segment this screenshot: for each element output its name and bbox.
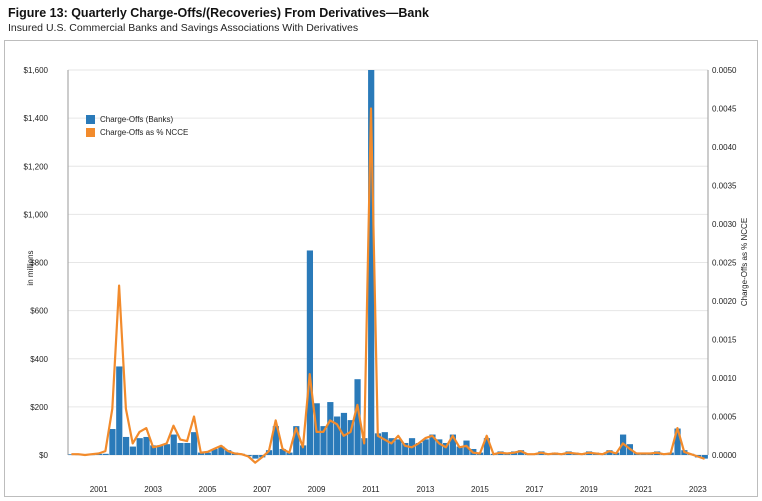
- bar: [415, 442, 422, 455]
- y-tick-label: $1,400: [24, 114, 49, 123]
- y2-tick-label: 0.0020: [712, 297, 737, 306]
- legend-label-bars: Charge-Offs (Banks): [100, 115, 174, 124]
- x-tick-label: 2007: [253, 485, 271, 494]
- bar: [129, 446, 136, 455]
- y2-tick-label: 0.0040: [712, 143, 737, 152]
- bar: [191, 432, 198, 455]
- ncce-line: [71, 107, 705, 464]
- bar: [463, 440, 470, 455]
- bar: [436, 439, 443, 455]
- y2-tick-label: 0.0045: [712, 105, 737, 114]
- y-tick-label: $800: [30, 259, 48, 268]
- bar: [293, 426, 300, 455]
- bar: [354, 379, 361, 455]
- bar: [422, 439, 429, 455]
- y-tick-label: $1,200: [24, 162, 49, 171]
- y-tick-label: $600: [30, 307, 48, 316]
- x-tick-label: 2009: [308, 485, 326, 494]
- bar: [136, 438, 143, 455]
- bar: [184, 442, 191, 455]
- figure-subtitle: Insured U.S. Commercial Banks and Saving…: [8, 22, 359, 34]
- bar: [197, 452, 205, 455]
- x-tick-label: 2013: [417, 485, 435, 494]
- bar: [177, 442, 184, 455]
- x-tick-label: 2003: [144, 485, 162, 494]
- legend-swatch-line: [86, 128, 95, 137]
- bar: [109, 429, 116, 455]
- bar: [388, 438, 395, 455]
- bar: [374, 433, 382, 455]
- bar: [429, 434, 436, 455]
- bar: [170, 434, 177, 455]
- chart-frame: [4, 40, 758, 497]
- y-tick-label: $0: [39, 451, 48, 460]
- legend-swatch-bars: [86, 115, 95, 124]
- bar: [381, 432, 388, 455]
- y-tick-label: $200: [30, 403, 48, 412]
- y-tick-label: $1,600: [24, 66, 49, 75]
- bar: [299, 445, 307, 455]
- bar: [402, 442, 409, 455]
- x-tick-label: 2023: [689, 485, 707, 494]
- axes: $0 $200 $400 $600 $800 $1,000 $1,200 $1,400 $1,6…: [24, 66, 737, 494]
- y2-tick-label: 0.0035: [712, 182, 737, 191]
- bar: [272, 426, 279, 455]
- y2-tick-label: 0.0010: [712, 374, 737, 383]
- bar: [517, 450, 525, 455]
- bar: [163, 444, 171, 455]
- y-tick-label: $400: [30, 355, 48, 364]
- bar: [483, 438, 491, 455]
- x-tick-label: 2017: [525, 485, 543, 494]
- bar: [204, 452, 211, 455]
- bar: [150, 445, 157, 455]
- bar: [211, 448, 218, 455]
- bar: [306, 250, 314, 455]
- bar: [368, 70, 375, 455]
- bar: [225, 450, 232, 455]
- x-tick-label: 2015: [471, 485, 489, 494]
- bar: [265, 450, 273, 455]
- bar: [347, 420, 354, 455]
- y2-tick-label: 0.0015: [712, 336, 737, 345]
- bar: [157, 445, 164, 455]
- y2-tick-label: 0.0050: [712, 66, 737, 75]
- x-tick-label: 2021: [634, 485, 652, 494]
- bar: [449, 434, 456, 455]
- bar: [279, 448, 286, 455]
- bar: [606, 450, 613, 455]
- y2-tick-label: 0.0005: [712, 413, 737, 422]
- bar: [456, 446, 463, 455]
- y2-tick-label: 0.0000: [712, 451, 737, 460]
- line-series: [71, 107, 705, 464]
- y2-tick-label: 0.0025: [712, 259, 737, 268]
- bar: [102, 453, 109, 455]
- x-tick-label: 2001: [90, 485, 108, 494]
- bar: [674, 428, 681, 455]
- y2-axis-title: Charge-Offs as % NCCE: [740, 218, 749, 306]
- legend: Charge-Offs (Banks) Charge-Offs as % NCC…: [86, 115, 188, 137]
- bar: [252, 455, 259, 459]
- bar: [395, 439, 402, 455]
- x-tick-label: 2011: [362, 485, 380, 494]
- y-axis-title: in millions: [26, 250, 35, 285]
- bar: [320, 426, 327, 455]
- bar: [116, 366, 123, 455]
- bar: [218, 446, 225, 455]
- figure-title: Figure 13: Quarterly Charge-Offs/(Recove…: [8, 6, 429, 20]
- x-tick-label: 2019: [580, 485, 598, 494]
- x-tick-label: 2005: [199, 485, 217, 494]
- bar: [334, 416, 341, 455]
- bar: [340, 412, 348, 455]
- bar: [327, 402, 334, 455]
- bar: [442, 442, 450, 455]
- y-tick-label: $1,000: [24, 210, 49, 219]
- bar: [143, 436, 150, 455]
- bar: [361, 438, 368, 455]
- bar: [701, 455, 708, 459]
- bar: [122, 436, 130, 455]
- bar: [286, 452, 293, 455]
- y2-tick-label: 0.0030: [712, 220, 737, 229]
- legend-label-line: Charge-Offs as % NCCE: [100, 128, 188, 137]
